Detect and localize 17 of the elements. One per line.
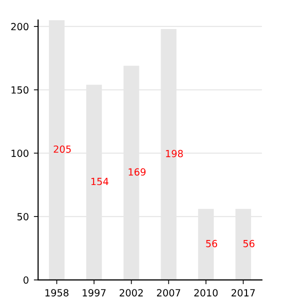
data-label: 169 [128,168,146,176]
y-tick-label: 0 [24,276,28,284]
y-tick-label: 150 [12,86,28,94]
y-tick-label: 50 [17,213,28,220]
x-tick-label: 2002 [120,289,143,296]
x-tick-label: 1958 [45,289,68,296]
x-tick-label: 2017 [232,289,255,296]
y-tick-label: 200 [11,22,28,30]
data-label: 198 [166,150,183,158]
data-label: 154 [91,178,108,186]
x-tick-label: 1997 [82,289,106,296]
data-label: 56 [243,240,254,248]
x-tick-label: 2007 [156,289,180,296]
data-label: 56 [206,240,218,248]
y-tick-label: 100 [12,150,28,157]
x-tick-label: 2010 [194,289,218,296]
data-label: 205 [54,145,71,153]
